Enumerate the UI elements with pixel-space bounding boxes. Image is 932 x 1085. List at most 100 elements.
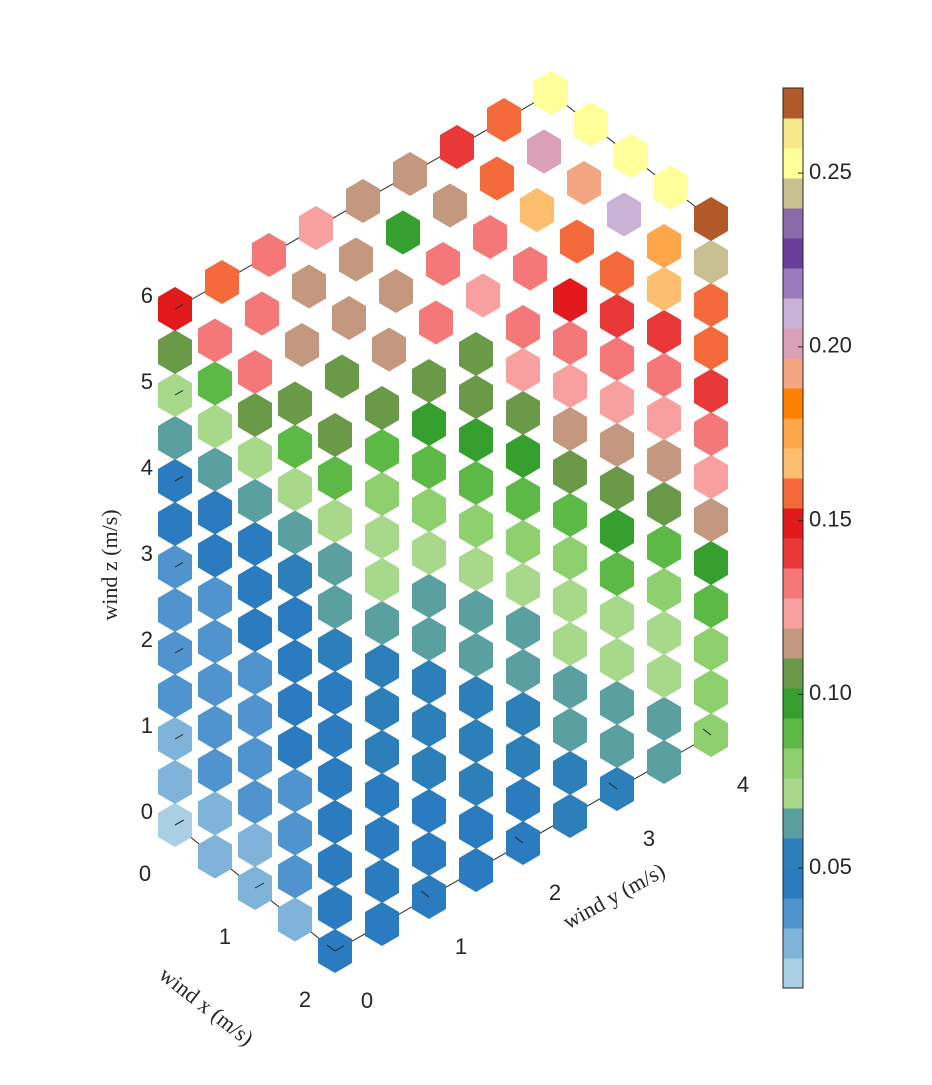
marker [158,760,192,804]
marker [459,418,493,462]
z-tick-label: 0 [141,799,153,824]
marker [205,260,239,304]
axes: 0 1 2 3 4 5 6 0 1 2 0 1 2 3 4 [139,283,749,1013]
z-tick [174,475,184,482]
colorbar-band [783,958,803,989]
z-tick [174,389,184,396]
marker [198,662,232,707]
colorbar-band [783,598,803,629]
marker [694,326,728,370]
marker [365,687,399,731]
colorbar-band [783,658,803,689]
x-tick [254,882,265,889]
marker [694,455,728,499]
marker [466,273,500,318]
marker [412,660,446,704]
marker [198,533,232,578]
marker [694,240,728,284]
y-tick-label: 4 [737,772,749,797]
colorbar: 0.05 0.10 0.15 0.20 0.25 [782,87,852,989]
marker [647,482,681,526]
marker [553,708,587,752]
marker [506,520,540,564]
marker [278,467,312,512]
colorbar-band [783,778,803,809]
marker [553,536,587,580]
marker [386,210,420,255]
marker [379,269,413,313]
marker [480,156,514,201]
marker [318,714,352,758]
marker [252,233,286,277]
marker [487,98,521,142]
marker [278,510,312,555]
marker [600,251,634,295]
colorbar-tick-label: 0.15 [809,506,852,531]
marker [647,396,681,440]
colorbar-band [783,748,803,779]
marker [412,402,446,446]
colorbar-tick-label: 0.20 [809,333,852,358]
marker [198,619,232,664]
marker [238,780,272,824]
marker [339,237,373,282]
marker [520,188,554,232]
marker [365,558,399,602]
marker [647,310,681,354]
marker [238,694,272,738]
marker [318,628,352,672]
marker [393,152,427,196]
marker [694,584,728,628]
marker [459,633,493,677]
marker [553,665,587,709]
marker [238,393,272,437]
marker [158,416,192,460]
x-tick-label: 2 [299,987,311,1012]
marker [553,321,587,365]
marker [459,676,493,720]
z-axis-label: wind z (m/s) [97,509,122,620]
marker [318,886,352,930]
z-tick [174,733,184,740]
marker [694,498,728,542]
marker [238,823,272,867]
y-axis-label: wind y (m/s) [559,858,669,934]
marker [158,674,192,718]
marker [600,380,634,424]
marker [278,639,312,684]
marker [278,381,312,426]
marker [647,224,681,268]
colorbar-band [783,388,803,419]
marker [534,71,568,115]
marker [694,283,728,327]
marker [365,644,399,688]
marker [694,670,728,714]
marker [238,565,272,609]
marker [426,242,460,286]
z-tick [174,561,184,568]
colorbar-band [783,118,803,149]
marker [433,183,467,228]
marker [412,832,446,876]
x-tick [334,945,345,952]
marker [365,386,399,430]
colorbar-tick-label: 0.05 [809,854,852,879]
marker [647,697,681,741]
marker [654,165,688,210]
marker [278,553,312,598]
marker [440,125,474,169]
colorbar-band [783,238,803,269]
colorbar-band [783,508,803,539]
z-tick-label: 1 [141,713,153,738]
marker [238,737,272,781]
marker [527,129,561,174]
marker [647,439,681,483]
colorbar-band [783,148,803,179]
y-tick-label: 0 [361,988,373,1013]
marker [412,789,446,833]
marker [459,547,493,591]
z-tick-label: 2 [141,627,153,652]
marker [325,354,359,399]
marker [607,192,641,237]
colorbar-band [783,718,803,749]
